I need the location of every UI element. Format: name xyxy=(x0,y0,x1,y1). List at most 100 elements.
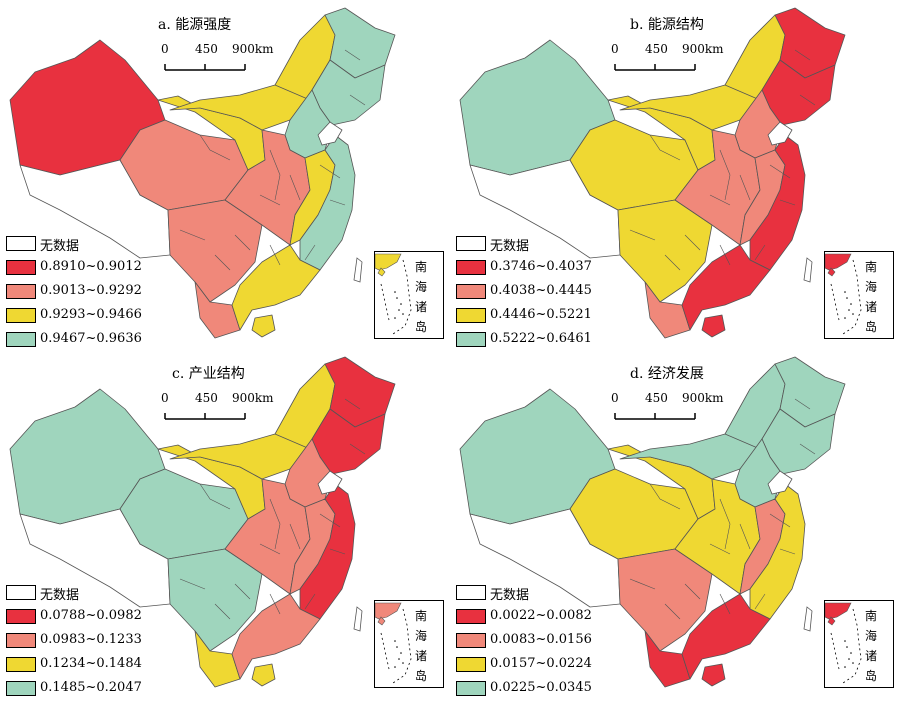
province-boundary xyxy=(719,498,731,550)
province-boundary xyxy=(649,483,681,510)
legend-swatch xyxy=(456,681,486,696)
legend-label: 无数据 xyxy=(490,588,530,603)
province-boundary xyxy=(629,229,656,241)
scale-label-t0: 0 xyxy=(161,391,169,405)
legend-item-1: 0.0788~0.0982 xyxy=(6,605,166,629)
scale-bar: 0 450 900km xyxy=(160,391,290,421)
legend-label: 0.0983~0.1233 xyxy=(40,632,142,647)
legend: 无数据 0.0788~0.0982 0.0983~0.1233 0.1234~0.14… xyxy=(6,581,166,701)
taiwan xyxy=(353,606,363,632)
map-panel-d: d. 经济发展 0 450 900km 无数据 0.0022~0.0082 0.0083… xyxy=(450,349,900,698)
province-boundary xyxy=(269,244,281,266)
region-south xyxy=(231,244,321,331)
region-hainan xyxy=(251,663,276,687)
province-boundary xyxy=(234,583,251,600)
province-boundary xyxy=(269,149,281,201)
legend-swatch xyxy=(456,260,486,275)
scale-label-t1: 450 xyxy=(195,42,218,56)
panel-title: a. 能源强度 xyxy=(158,17,232,33)
legend-item-1: 0.0022~0.0082 xyxy=(456,605,616,629)
legend-label: 0.8910~0.9012 xyxy=(40,259,142,274)
region-south xyxy=(231,593,321,680)
province-boundary xyxy=(794,49,811,61)
scale-bar-line xyxy=(614,64,696,71)
province-boundary xyxy=(304,244,316,261)
region-south xyxy=(681,593,771,680)
inset-label: 海 xyxy=(865,629,878,643)
legend-swatch xyxy=(6,681,36,696)
province-boundary xyxy=(259,543,281,555)
legend-item-2: 0.0083~0.0156 xyxy=(456,629,616,653)
china-map xyxy=(9,7,396,339)
province-boundary xyxy=(754,593,766,610)
province-boundary xyxy=(234,234,251,251)
legend-item-3: 0.1234~0.1484 xyxy=(6,653,166,677)
legend-label: 0.1234~0.1484 xyxy=(40,656,142,671)
inset-map xyxy=(375,253,412,335)
legend-label: 0.0022~0.0082 xyxy=(490,608,592,623)
province-boundary xyxy=(269,498,281,550)
south-china-sea-inset: 南海诸岛 xyxy=(374,251,444,339)
legend-item-4: 0.1485~0.2047 xyxy=(6,677,166,701)
scale-label-t2: 900km xyxy=(232,42,274,56)
bohai-sea xyxy=(317,121,343,146)
scale-bar-line xyxy=(164,64,246,71)
legend-item-4: 0.5222~0.6461 xyxy=(456,328,616,352)
region-south xyxy=(681,244,771,331)
legend-label: 0.3746~0.4037 xyxy=(490,259,592,274)
bohai-sea xyxy=(317,470,343,495)
bohai-sea xyxy=(767,470,793,495)
province-boundary xyxy=(349,443,366,455)
inset-label: 海 xyxy=(415,629,428,643)
legend-swatch xyxy=(456,236,486,251)
province-boundary xyxy=(329,199,346,206)
taiwan xyxy=(353,257,363,283)
legend-swatch xyxy=(6,284,36,299)
region-hainan xyxy=(251,314,276,338)
inset-map xyxy=(375,602,412,684)
legend-item-nodata: 无数据 xyxy=(6,581,166,605)
province-boundary xyxy=(344,398,361,410)
province-boundary xyxy=(344,49,361,61)
province-boundary xyxy=(739,523,751,550)
province-boundary xyxy=(769,164,791,179)
legend: 无数据 0.3746~0.4037 0.4038~0.4445 0.4446~0.52… xyxy=(456,232,616,352)
province-boundary xyxy=(199,134,231,161)
province-boundary xyxy=(719,244,731,266)
map-panel-a: a. 能源强度 0 450 900km 无数据 0.8910~0.9012 0.9013… xyxy=(0,0,450,349)
province-boundary xyxy=(709,194,731,206)
scale-bar-line xyxy=(614,413,696,420)
legend-label: 0.4038~0.4445 xyxy=(490,283,592,298)
region-hainan xyxy=(701,314,726,338)
legend-label: 0.5222~0.6461 xyxy=(490,331,592,346)
south-china-sea-inset: 南海诸岛 xyxy=(824,251,894,339)
legend-label: 无数据 xyxy=(40,239,80,254)
province-boundary xyxy=(754,244,766,261)
legend-item-2: 0.9013~0.9292 xyxy=(6,280,166,304)
legend: 无数据 0.8910~0.9012 0.9013~0.9292 0.9293~0.94… xyxy=(6,232,166,352)
legend-swatch xyxy=(456,609,486,624)
legend-item-1: 0.3746~0.4037 xyxy=(456,256,616,280)
legend-swatch xyxy=(456,284,486,299)
legend-label: 0.1485~0.2047 xyxy=(40,680,142,695)
legend-swatch xyxy=(6,633,36,648)
province-boundary xyxy=(684,583,701,600)
legend-label: 0.4446~0.5221 xyxy=(490,307,592,322)
legend-label: 0.9293~0.9466 xyxy=(40,307,142,322)
legend-label: 0.0157~0.0224 xyxy=(490,656,592,671)
bohai-sea xyxy=(767,121,793,146)
province-boundary xyxy=(199,483,231,510)
legend-item-4: 0.9467~0.9636 xyxy=(6,328,166,352)
inset-label: 海 xyxy=(865,280,878,294)
legend-swatch xyxy=(456,633,486,648)
legend-swatch xyxy=(6,657,36,672)
province-boundary xyxy=(329,548,346,555)
province-boundary xyxy=(214,603,231,620)
inset-label: 诸 xyxy=(865,649,878,663)
legend-item-3: 0.9293~0.9466 xyxy=(6,304,166,328)
province-boundary xyxy=(259,194,281,206)
scale-label-t1: 450 xyxy=(645,391,668,405)
panel-title: d. 经济发展 xyxy=(630,366,704,382)
scale-label-t1: 450 xyxy=(195,391,218,405)
province-boundary xyxy=(349,94,366,106)
